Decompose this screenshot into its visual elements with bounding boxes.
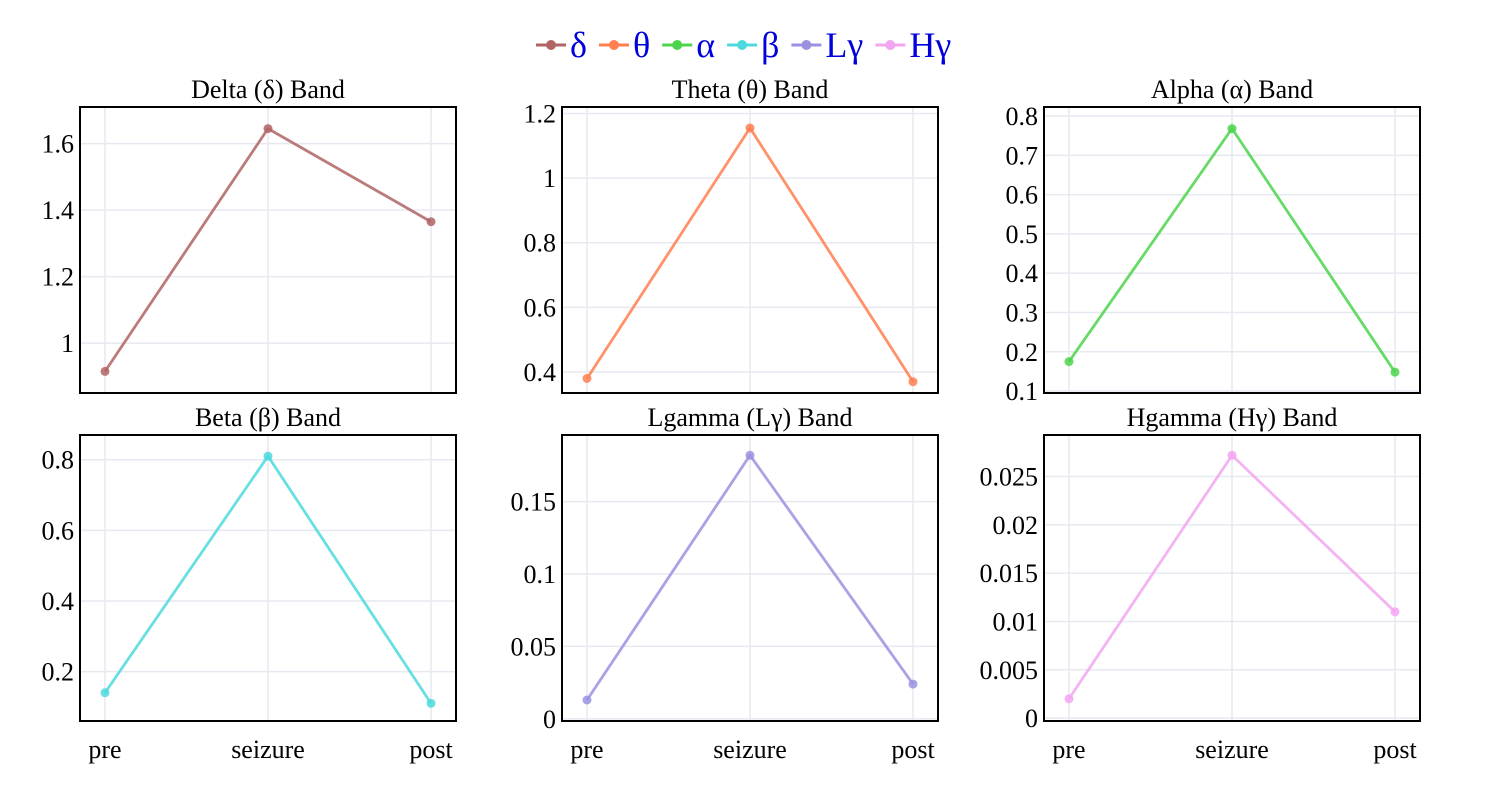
data-point-seizure <box>263 124 273 134</box>
y-tick-label: 0.05 <box>511 632 557 661</box>
panel-5: 0 0.005 0.01 0.015 0.02 0.025 Hgamma (Hγ) Band… <box>980 403 1421 764</box>
y-tick-label: 0.02 <box>993 511 1039 540</box>
legend-label: β <box>761 25 779 65</box>
data-point-pre <box>1064 357 1074 367</box>
legend-marker <box>608 40 619 50</box>
panel-title: Hgamma (Hγ) Band <box>1127 403 1338 432</box>
y-tick-label: 1.2 <box>524 99 557 128</box>
panel-title: Lgamma (Lγ) Band <box>648 403 853 432</box>
data-point-post <box>1390 607 1400 617</box>
legend-entry-4[interactable]: Lγ <box>791 25 863 65</box>
data-point-seizure <box>745 123 755 133</box>
y-tick-label: 1.6 <box>42 130 75 159</box>
x-tick-label: seizure <box>713 735 787 764</box>
y-tick-label: 0.025 <box>980 463 1039 492</box>
y-tick-label: 0.1 <box>524 560 557 589</box>
y-tick-label: 0.6 <box>1006 181 1039 210</box>
legend-marker <box>885 40 896 50</box>
y-tick-label: 0 <box>1025 704 1038 733</box>
legend: δ θ α β Lγ Hγ <box>536 25 951 65</box>
panels: 1 1.2 1.4 1.6 Delta (δ) Band 0.4 0.6 0.8 1 1.2 The… <box>42 75 1421 764</box>
data-point-seizure <box>1227 450 1237 460</box>
panel-0: 1 1.2 1.4 1.6 Delta (δ) Band <box>42 75 457 394</box>
y-tick-label: 0.015 <box>980 559 1039 588</box>
legend-label: Hγ <box>909 25 951 65</box>
panel-frame <box>561 106 939 394</box>
y-tick-label: 1.4 <box>42 196 75 225</box>
data-point-post <box>1390 367 1400 377</box>
legend-entry-5[interactable]: Hγ <box>875 25 951 65</box>
panel-frame <box>79 106 457 394</box>
y-tick-label: 1 <box>543 164 556 193</box>
legend-marker <box>737 40 748 50</box>
y-tick-label: 0.15 <box>511 488 557 517</box>
data-point-pre <box>1064 694 1074 704</box>
y-tick-label: 0 <box>543 705 556 734</box>
legend-label: θ <box>633 25 650 65</box>
data-point-seizure <box>263 451 273 461</box>
x-tick-label: pre <box>1052 735 1085 764</box>
panel-frame <box>1043 106 1421 394</box>
legend-entry-0[interactable]: δ <box>536 25 587 65</box>
panel-frame <box>79 434 457 722</box>
panel-title: Beta (β) Band <box>195 403 341 432</box>
panel-4: 0 0.05 0.1 0.15 Lgamma (Lγ) Band pre seizure po… <box>511 403 939 764</box>
x-tick-label: post <box>891 735 935 764</box>
y-tick-label: 0.8 <box>1006 102 1039 131</box>
y-tick-label: 0.4 <box>1006 259 1039 288</box>
panel-2: 0.1 0.2 0.3 0.4 0.5 0.6 0.7 0.8 Alpha (α) Band <box>1006 75 1421 406</box>
data-point-seizure <box>1227 124 1237 134</box>
panel-frame <box>1043 434 1421 722</box>
legend-marker <box>672 40 683 50</box>
data-point-post <box>908 377 918 387</box>
data-point-pre <box>100 366 110 376</box>
x-tick-label: pre <box>88 735 121 764</box>
y-tick-label: 0.01 <box>993 607 1039 636</box>
y-tick-label: 0.8 <box>524 229 557 258</box>
legend-marker <box>801 40 812 50</box>
y-tick-label: 0.8 <box>42 446 75 475</box>
x-tick-label: pre <box>570 735 603 764</box>
panel-3: 0.2 0.4 0.6 0.8 Beta (β) Band pre seizure post <box>42 403 457 764</box>
y-tick-label: 0.7 <box>1006 141 1039 170</box>
legend-entry-1[interactable]: θ <box>598 25 650 65</box>
y-tick-label: 0.4 <box>42 587 75 616</box>
y-tick-label: 0.3 <box>1006 298 1039 327</box>
panel-title: Alpha (α) Band <box>1151 75 1313 104</box>
y-tick-label: 0.4 <box>524 358 557 387</box>
x-tick-label: seizure <box>1195 735 1269 764</box>
y-tick-label: 1.2 <box>42 263 75 292</box>
panel-title: Theta (θ) Band <box>672 75 829 104</box>
y-tick-label: 0.2 <box>42 658 75 687</box>
y-tick-label: 1 <box>61 329 74 358</box>
legend-entry-2[interactable]: α <box>662 25 715 65</box>
legend-label: α <box>696 25 715 65</box>
data-point-post <box>426 698 436 708</box>
data-point-post <box>908 679 918 689</box>
legend-entry-3[interactable]: β <box>727 25 779 65</box>
legend-label: δ <box>570 25 587 65</box>
panel-frame <box>561 434 939 722</box>
y-tick-label: 0.6 <box>42 516 75 545</box>
y-tick-label: 0.2 <box>1006 338 1039 367</box>
data-point-pre <box>582 695 592 705</box>
panel-title: Delta (δ) Band <box>191 75 345 104</box>
x-tick-label: seizure <box>231 735 305 764</box>
panel-1: 0.4 0.6 0.8 1 1.2 Theta (θ) Band <box>524 75 939 394</box>
y-tick-label: 0.6 <box>524 293 557 322</box>
y-tick-label: 0.1 <box>1006 377 1039 406</box>
data-point-seizure <box>745 450 755 460</box>
y-tick-label: 0.5 <box>1006 220 1039 249</box>
y-tick-label: 0.005 <box>980 656 1039 685</box>
legend-label: Lγ <box>825 25 863 65</box>
data-point-post <box>426 217 436 227</box>
data-point-pre <box>100 688 110 698</box>
x-tick-label: post <box>409 735 453 764</box>
legend-marker <box>546 40 556 50</box>
x-tick-label: post <box>1373 735 1417 764</box>
data-point-pre <box>582 373 592 383</box>
